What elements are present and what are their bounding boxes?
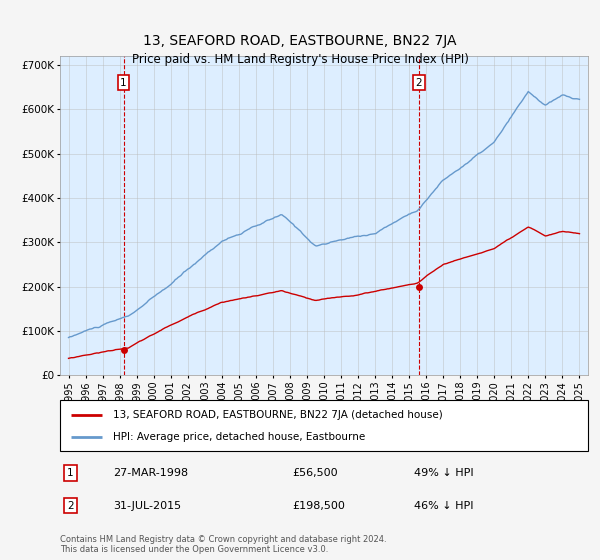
Text: 13, SEAFORD ROAD, EASTBOURNE, BN22 7JA (detached house): 13, SEAFORD ROAD, EASTBOURNE, BN22 7JA (… — [113, 409, 443, 419]
Text: £56,500: £56,500 — [292, 468, 338, 478]
Text: 2: 2 — [416, 78, 422, 87]
Text: 2: 2 — [67, 501, 74, 511]
Text: Contains HM Land Registry data © Crown copyright and database right 2024.
This d: Contains HM Land Registry data © Crown c… — [60, 535, 386, 554]
Text: HPI: Average price, detached house, Eastbourne: HPI: Average price, detached house, East… — [113, 432, 365, 442]
Text: 31-JUL-2015: 31-JUL-2015 — [113, 501, 181, 511]
Text: Price paid vs. HM Land Registry's House Price Index (HPI): Price paid vs. HM Land Registry's House … — [131, 53, 469, 66]
Text: 13, SEAFORD ROAD, EASTBOURNE, BN22 7JA: 13, SEAFORD ROAD, EASTBOURNE, BN22 7JA — [143, 34, 457, 48]
Text: 27-MAR-1998: 27-MAR-1998 — [113, 468, 188, 478]
Text: 46% ↓ HPI: 46% ↓ HPI — [414, 501, 473, 511]
Text: 1: 1 — [67, 468, 74, 478]
Text: £198,500: £198,500 — [292, 501, 345, 511]
Text: 1: 1 — [120, 78, 127, 87]
Text: 49% ↓ HPI: 49% ↓ HPI — [414, 468, 473, 478]
